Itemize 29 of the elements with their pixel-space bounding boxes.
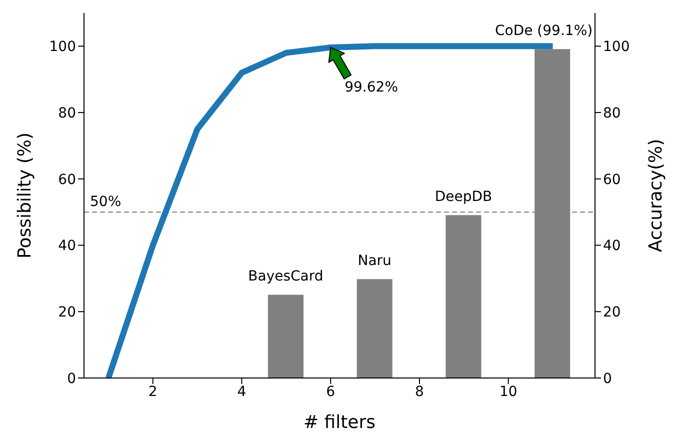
x-tick-label: 8: [415, 384, 424, 400]
x-tick-label: 10: [499, 384, 518, 400]
y2-tick-label: 80: [603, 106, 621, 122]
y-tick-label: 60: [58, 172, 76, 188]
data-label: DeepDB: [434, 189, 492, 206]
y-axis-title: Possibility (%): [14, 132, 36, 258]
y2-tick-label: 20: [603, 304, 621, 321]
y2-tick-label: 60: [603, 172, 621, 188]
y2-tick-label: 0: [603, 370, 612, 387]
bar: [356, 279, 392, 378]
y-tick-label: 0: [67, 370, 76, 387]
y2-tick-label: 40: [603, 238, 621, 254]
bar: [446, 215, 482, 378]
data-label: Naru: [358, 253, 392, 270]
x-axis-title: # filters: [303, 412, 376, 433]
y-tick-label: 40: [58, 238, 76, 254]
x-tick-label: 2: [148, 384, 158, 400]
data-label: CoDe (99.1%): [495, 23, 593, 40]
x-tick-label: 6: [326, 384, 336, 400]
y-tick-label: 100: [49, 39, 76, 56]
data-label: BayesCard: [248, 268, 324, 285]
ref-line-label: 50%: [90, 194, 122, 210]
bar: [268, 294, 304, 378]
y2-tick-label: 100: [603, 39, 630, 56]
y2-axis-title: Accuracy(%): [645, 138, 666, 252]
annotation: 99.62%: [344, 79, 398, 96]
y-tick-label: 80: [58, 106, 76, 122]
x-tick-label: 4: [237, 384, 246, 400]
y-tick-label: 20: [58, 304, 76, 321]
